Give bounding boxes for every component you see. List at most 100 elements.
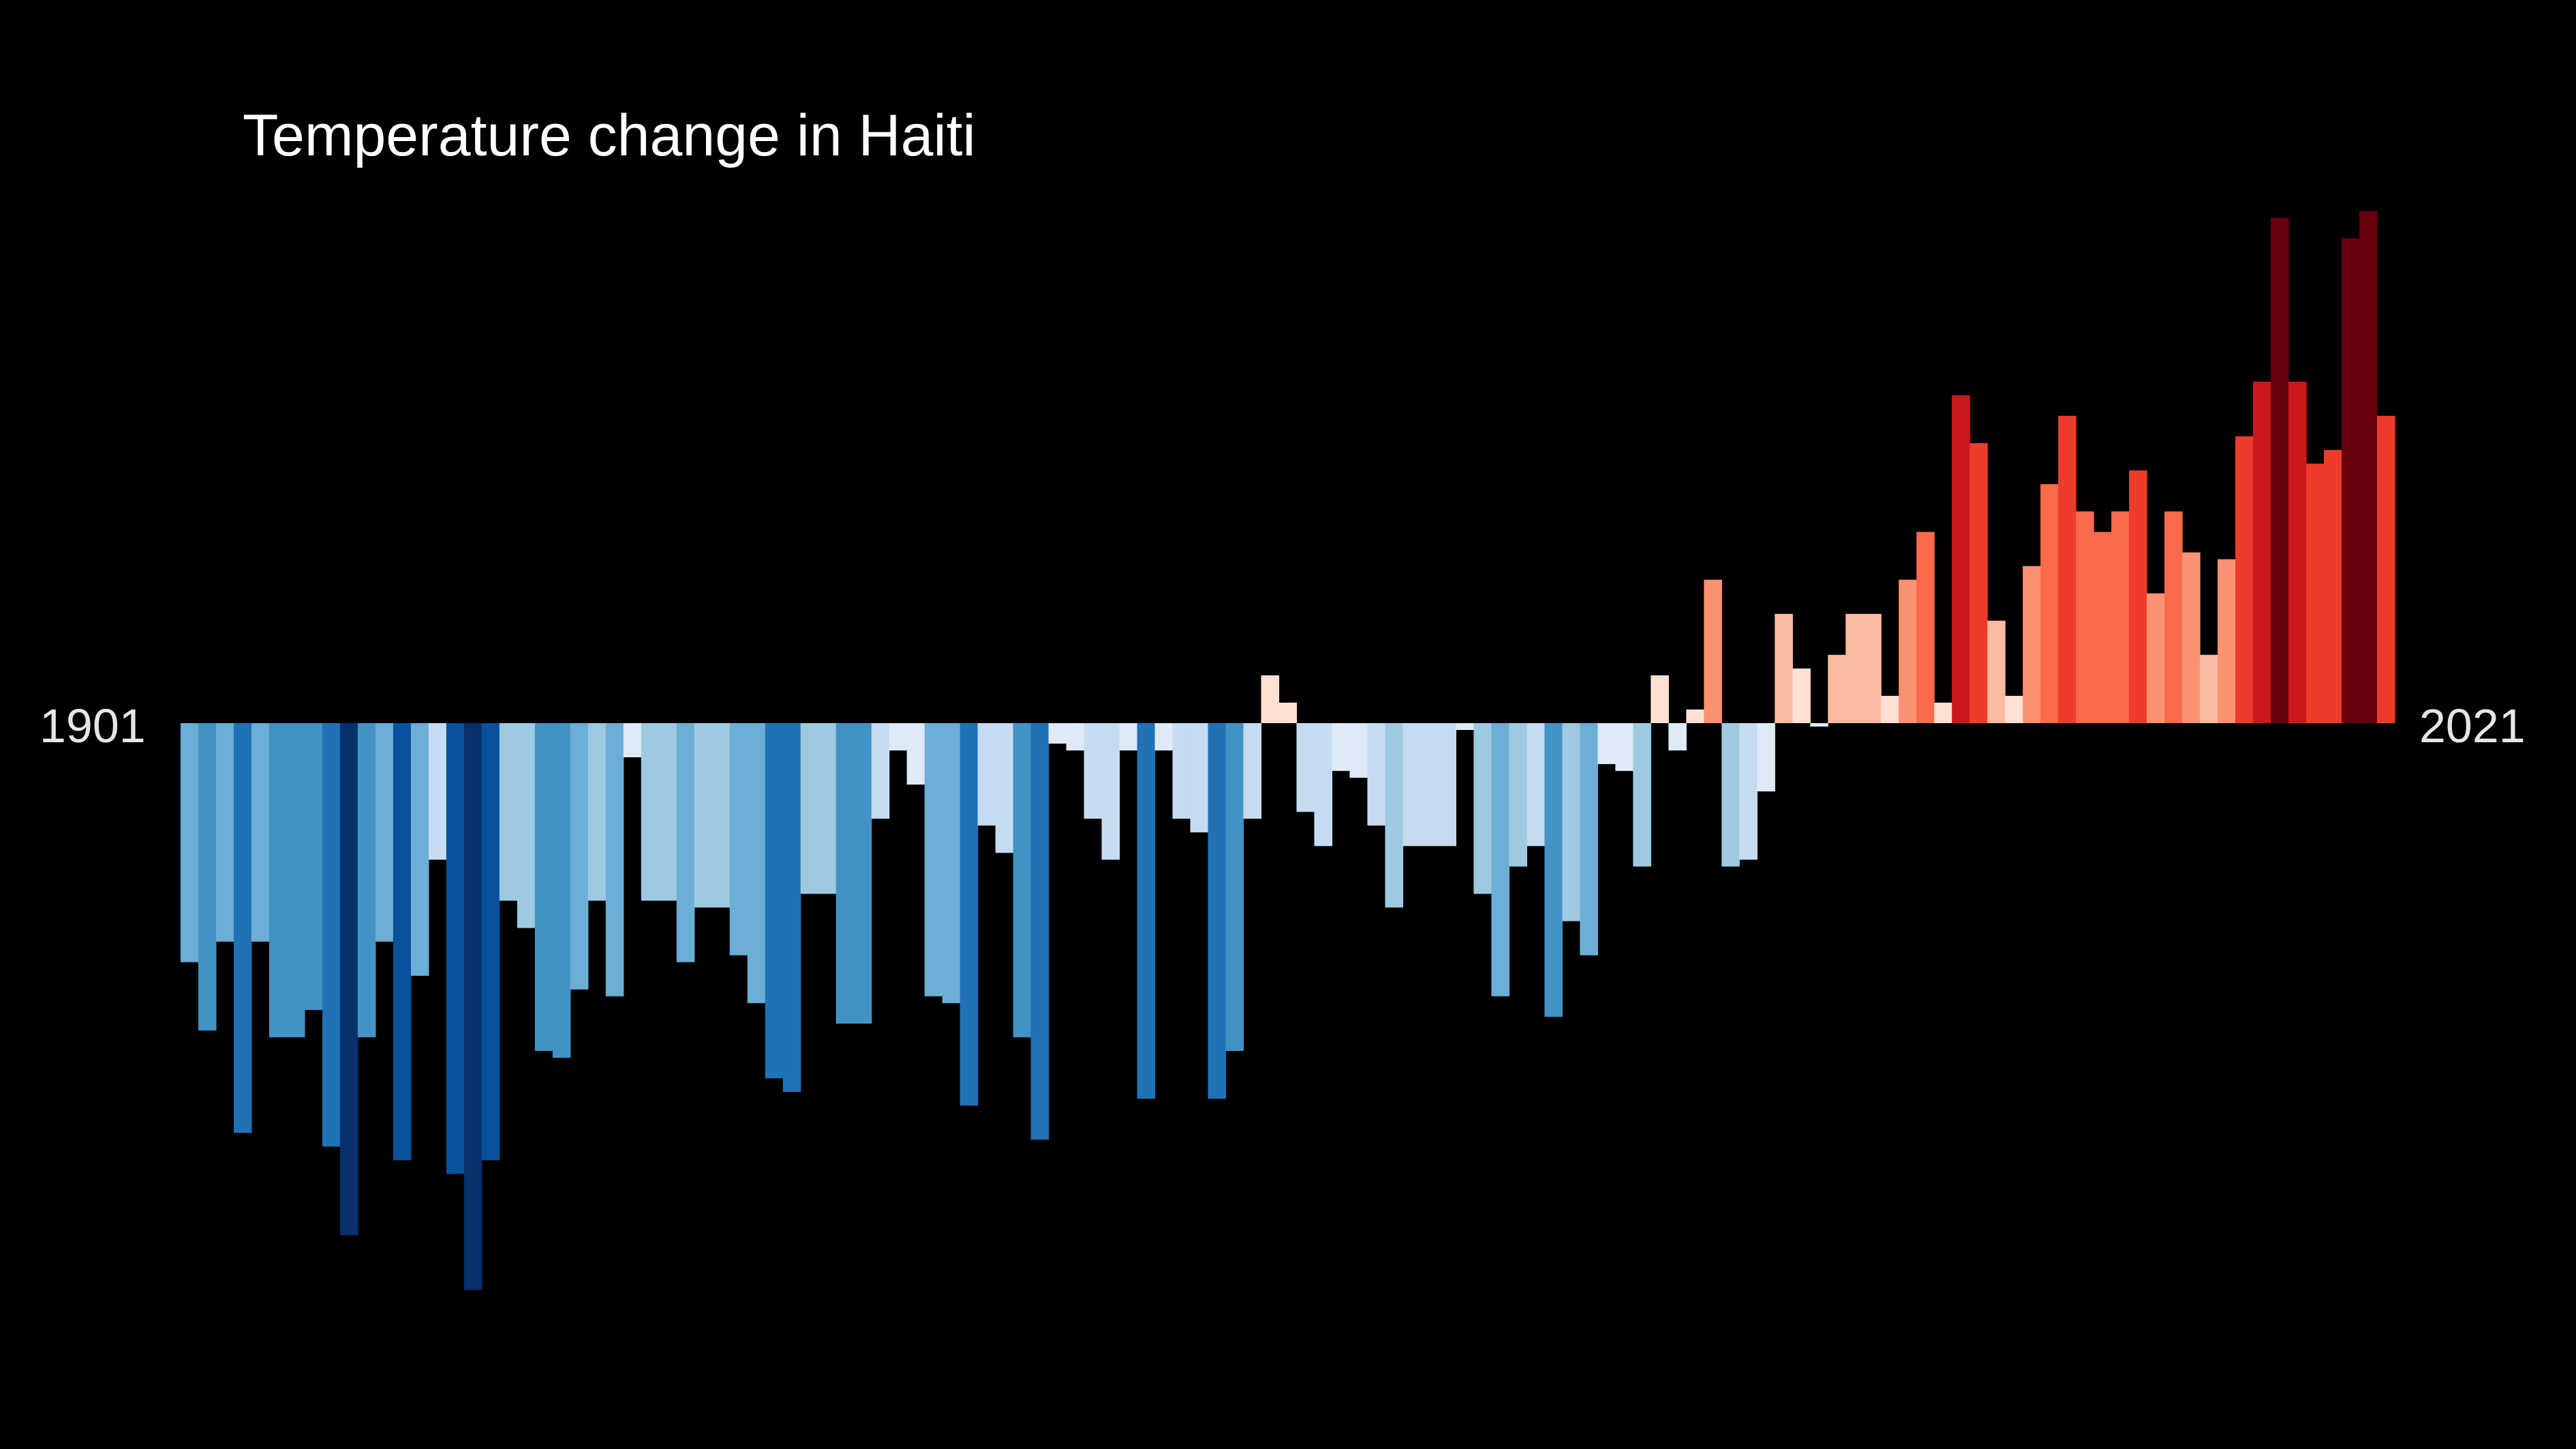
bar-1993 [1810, 723, 1828, 727]
bar-1980 [1580, 723, 1598, 956]
bar-1972 [1438, 723, 1457, 846]
bar-1919 [499, 723, 518, 901]
bar-1968 [1367, 723, 1386, 826]
bar-1939 [853, 723, 872, 1024]
bar-1907 [286, 723, 305, 1037]
bar-1924 [587, 723, 607, 901]
bar-1904 [233, 723, 252, 1133]
bar-1954 [1119, 723, 1138, 751]
bar-1921 [534, 723, 553, 1051]
bar-1955 [1137, 723, 1156, 1099]
bar-1970 [1402, 723, 1422, 846]
bar-1941 [889, 723, 908, 751]
bar-2012 [2147, 593, 2165, 723]
bar-1912 [375, 723, 394, 942]
bar-1977 [1527, 723, 1545, 846]
bar-1983 [1633, 723, 1651, 867]
bar-2018 [2253, 382, 2271, 723]
bar-1910 [339, 723, 358, 1236]
bar-1927 [641, 723, 660, 901]
bar-1946 [977, 723, 996, 826]
bar-1934 [765, 723, 784, 1079]
bar-2014 [2182, 552, 2201, 723]
bar-2010 [2111, 511, 2130, 723]
bar-1984 [1651, 675, 1669, 723]
bar-1961 [1243, 723, 1262, 819]
bar-1918 [481, 723, 500, 1161]
bar-1953 [1101, 723, 1120, 860]
bar-1923 [570, 723, 589, 990]
bar-2007 [2058, 416, 2076, 723]
bar-1973 [1456, 723, 1475, 731]
bar-1916 [446, 723, 465, 1174]
bar-1956 [1154, 723, 1174, 751]
bar-1965 [1314, 723, 1333, 846]
bar-2011 [2129, 470, 2147, 723]
bar-1930 [694, 723, 713, 908]
bar-1938 [835, 723, 855, 1024]
bar-1964 [1296, 723, 1315, 812]
bar-2017 [2235, 436, 2254, 723]
bar-1959 [1208, 723, 1227, 1099]
bar-1908 [304, 723, 323, 1010]
bar-1982 [1615, 723, 1634, 772]
bar-1998 [1899, 579, 1917, 723]
bar-1948 [1013, 723, 1032, 1037]
bars-group [181, 211, 2395, 1290]
bar-1997 [1881, 695, 1899, 723]
bar-2009 [2094, 532, 2112, 723]
bar-1987 [1704, 579, 1722, 723]
bar-1996 [1863, 613, 1882, 723]
bar-2001 [1952, 395, 1970, 723]
bar-1978 [1544, 723, 1563, 1017]
bar-1937 [818, 723, 837, 894]
bar-1945 [960, 723, 979, 1106]
bar-1920 [517, 723, 536, 928]
bar-1985 [1668, 723, 1687, 751]
bar-2016 [2218, 559, 2236, 723]
bar-1949 [1030, 723, 1049, 1140]
bar-1942 [906, 723, 925, 785]
bar-2005 [2023, 566, 2041, 723]
bar-1951 [1066, 723, 1085, 751]
bar-1902 [198, 723, 217, 1031]
bar-2003 [1987, 620, 2006, 723]
bar-2015 [2200, 654, 2218, 723]
bar-1903 [215, 723, 234, 942]
bar-1950 [1048, 723, 1067, 744]
bar-1944 [942, 723, 961, 1003]
bar-2022 [2324, 450, 2342, 723]
bar-1994 [1828, 654, 1846, 723]
bar-1971 [1420, 723, 1439, 846]
bar-1963 [1278, 702, 1298, 723]
bar-1926 [623, 723, 642, 758]
bar-1960 [1225, 723, 1244, 1051]
bar-1967 [1349, 723, 1368, 778]
bar-1958 [1190, 723, 1209, 833]
bar-1922 [552, 723, 571, 1058]
bar-2024 [2359, 211, 2378, 723]
bar-1995 [1845, 613, 1864, 723]
bar-2013 [2164, 511, 2183, 723]
bar-1933 [747, 723, 766, 1003]
bar-1989 [1739, 723, 1758, 860]
bar-2023 [2342, 238, 2360, 724]
bar-2006 [2040, 484, 2059, 723]
bar-2000 [1934, 702, 1952, 723]
chart-title: Temperature change in Haiti [243, 103, 976, 168]
bar-1990 [1757, 723, 1775, 792]
bar-1925 [605, 723, 624, 996]
bar-2002 [1969, 443, 1988, 723]
bar-1991 [1775, 613, 1793, 723]
bar-1975 [1491, 723, 1509, 996]
bar-1976 [1509, 723, 1527, 867]
bar-1913 [393, 723, 412, 1161]
bar-1974 [1473, 723, 1492, 894]
bar-1992 [1792, 668, 1811, 723]
bar-1931 [711, 723, 731, 908]
bar-1999 [1916, 532, 1935, 723]
bar-1966 [1332, 723, 1351, 772]
bar-1947 [995, 723, 1014, 853]
bar-1917 [463, 723, 482, 1290]
